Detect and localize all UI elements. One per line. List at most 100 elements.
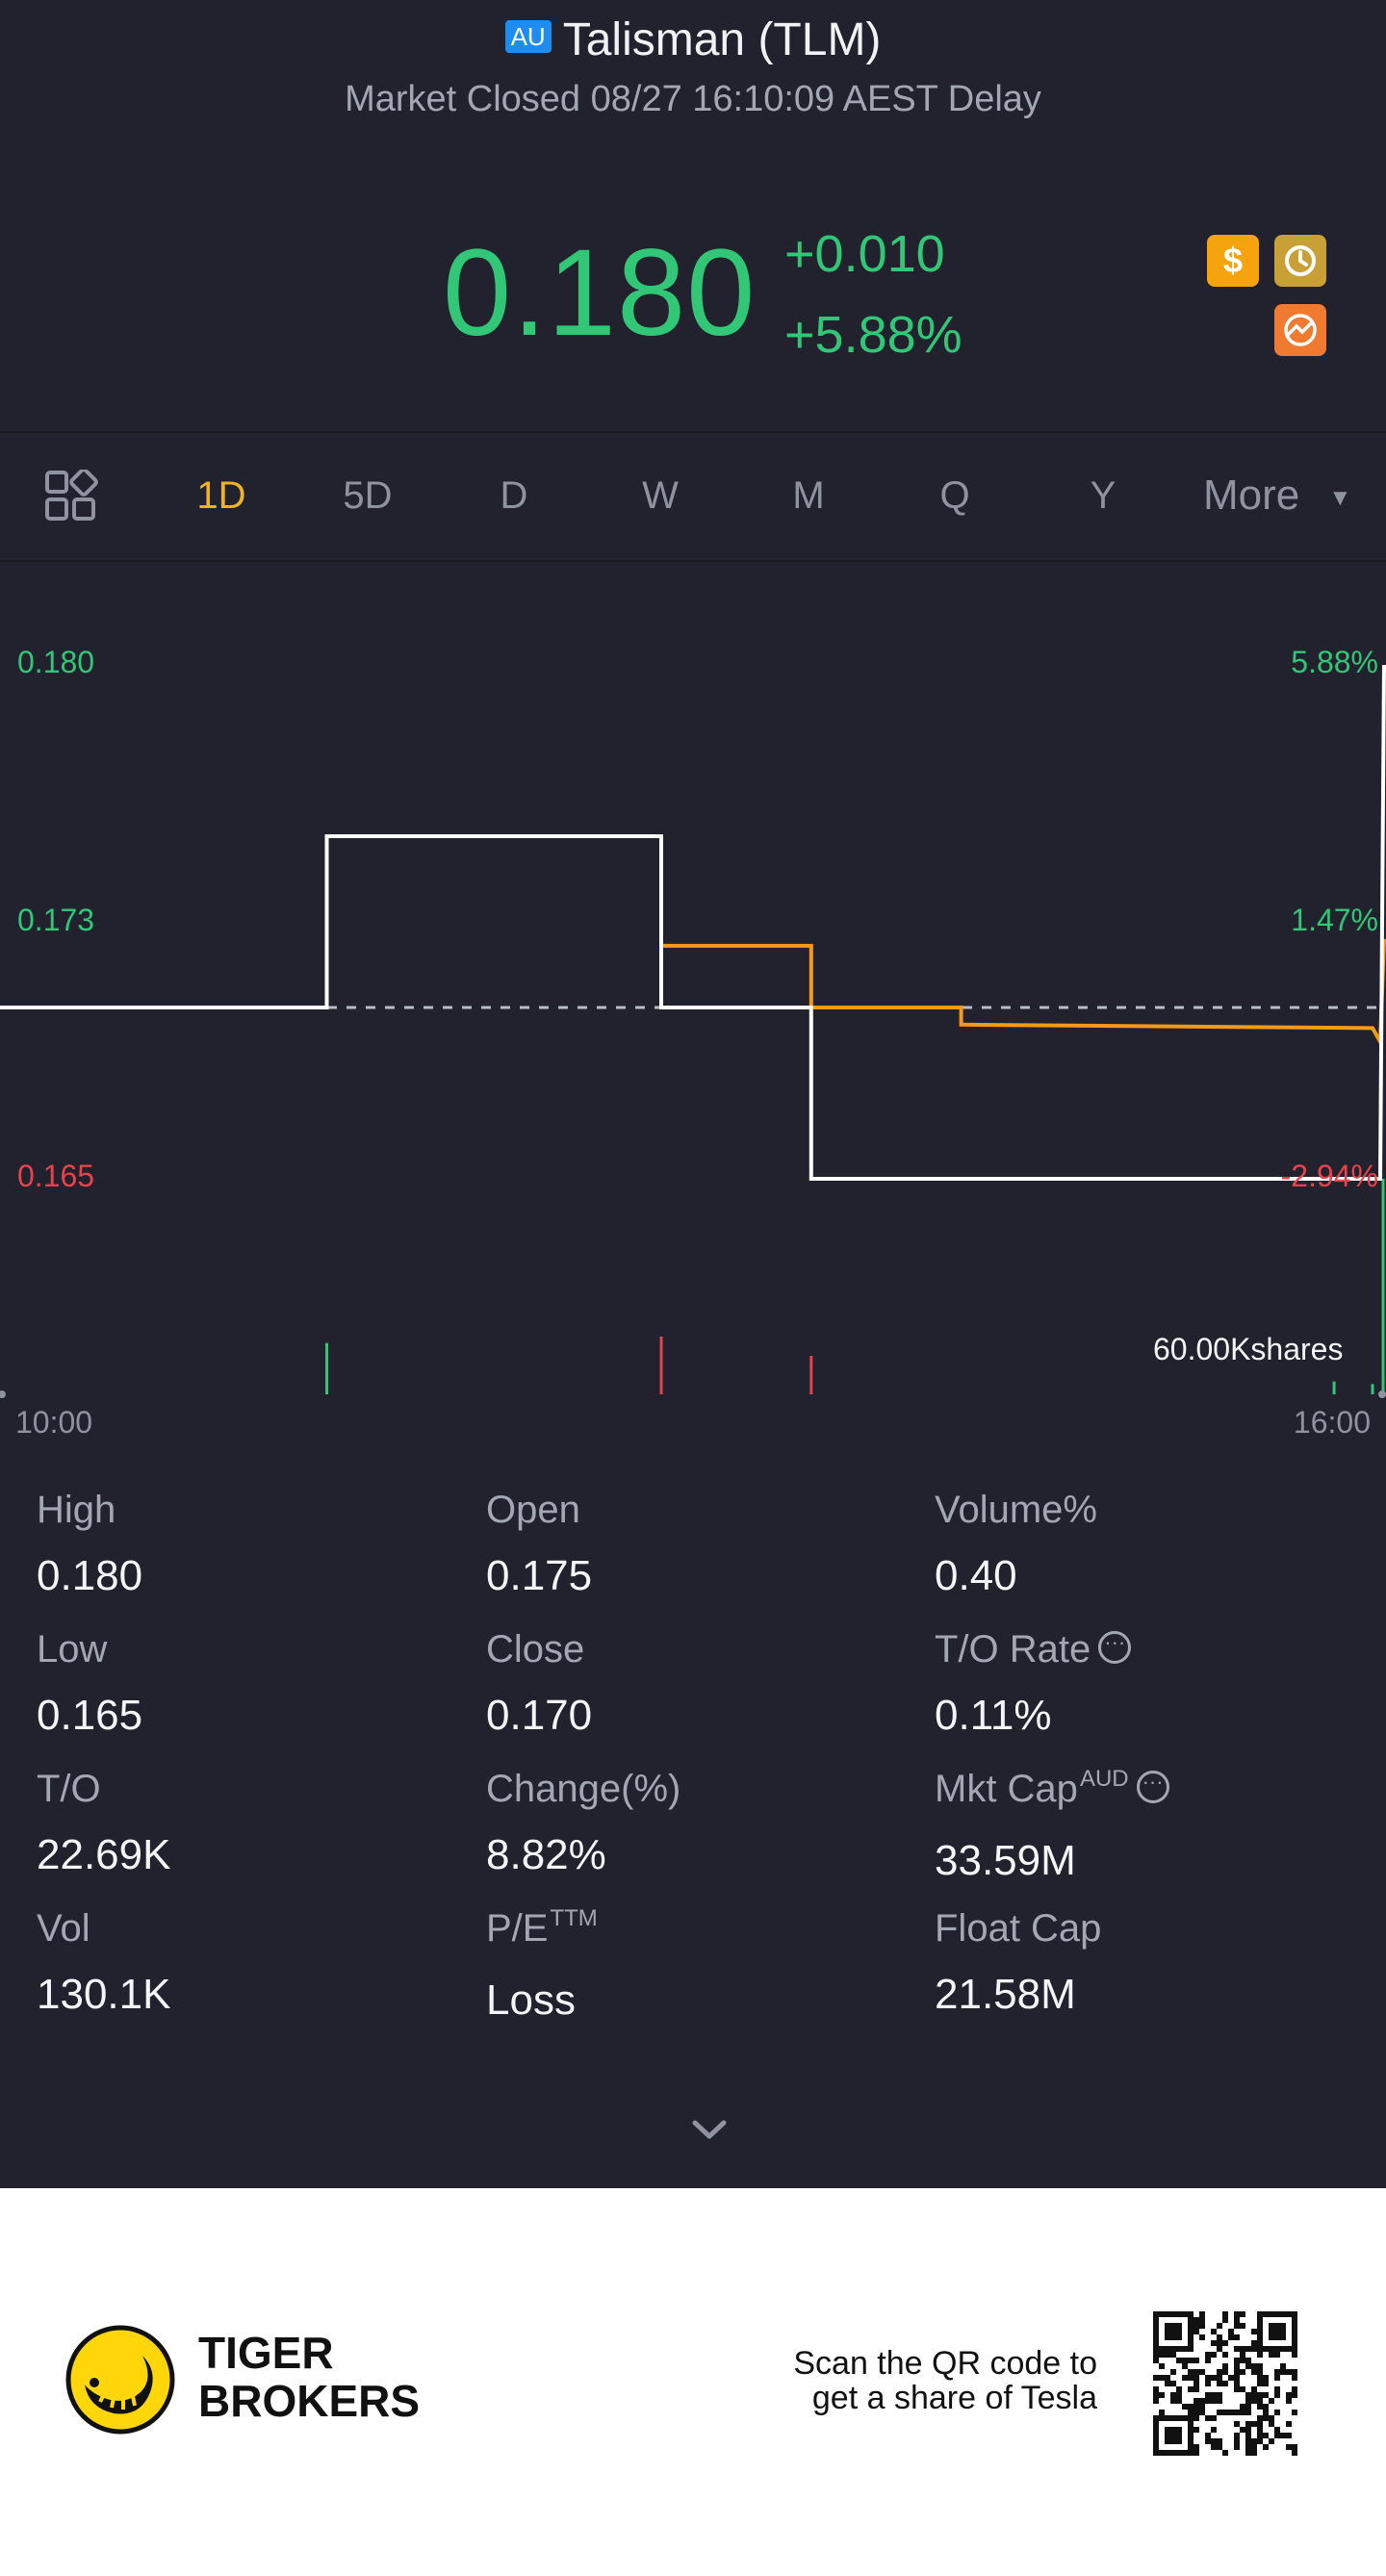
qr-module xyxy=(1234,2386,1240,2392)
qr-module xyxy=(1217,2410,1222,2415)
stat-label: Open xyxy=(486,1489,580,1531)
stat-value: 0.40 xyxy=(935,1552,1017,1599)
qr-module xyxy=(1188,2346,1194,2352)
qr-module xyxy=(1234,2438,1240,2444)
qr-module xyxy=(1153,2323,1159,2329)
qr-module xyxy=(1263,2444,1269,2450)
qr-module xyxy=(1194,2444,1199,2450)
more-info-icon[interactable]: ··· xyxy=(1136,1771,1169,1804)
qr-module xyxy=(1269,2421,1274,2427)
qr-module xyxy=(1182,2404,1188,2410)
qr-module xyxy=(1153,2334,1159,2340)
qr-module xyxy=(1274,2311,1280,2317)
qr-module xyxy=(1159,2346,1165,2352)
qr-module xyxy=(1274,2392,1280,2398)
grid-layout-icon[interactable] xyxy=(44,468,98,528)
qr-module xyxy=(1269,2311,1274,2317)
stat-label: Change(%) xyxy=(486,1768,681,1810)
stat-label: Volume% xyxy=(935,1489,1097,1531)
qr-module xyxy=(1234,2323,1240,2329)
qr-module xyxy=(1274,2386,1280,2392)
qr-module xyxy=(1280,2334,1286,2340)
qr-module xyxy=(1274,2410,1280,2415)
intraday-chart[interactable] xyxy=(0,562,1386,1409)
tab-w[interactable]: W xyxy=(642,474,679,517)
more-info-icon[interactable]: ··· xyxy=(1098,1631,1132,1665)
qr-module xyxy=(1153,2386,1159,2392)
qr-module xyxy=(1188,2329,1194,2334)
qr-module xyxy=(1257,2317,1263,2323)
chevron-down-icon[interactable] xyxy=(683,2109,735,2153)
tab-m[interactable]: M xyxy=(792,474,825,517)
qr-module xyxy=(1182,2450,1188,2456)
qr-module xyxy=(1153,2450,1159,2456)
stock-title: Talisman (TLM) xyxy=(562,14,882,65)
qr-module xyxy=(1251,2369,1257,2375)
qr-module xyxy=(1257,2323,1263,2329)
qr-module xyxy=(1222,2317,1228,2323)
qr-module xyxy=(1170,2450,1176,2456)
stat-value: 8.82% xyxy=(486,1831,606,1878)
qr-module xyxy=(1228,2329,1234,2334)
qr-module xyxy=(1194,2317,1199,2323)
qr-module xyxy=(1240,2352,1245,2358)
qr-module xyxy=(1292,2375,1297,2381)
promo-text: Scan the QR code to get a share of Tesla xyxy=(793,2345,1097,2416)
qr-module xyxy=(1165,2311,1170,2317)
qr-module xyxy=(1245,2398,1251,2404)
qr-module xyxy=(1222,2363,1228,2369)
qr-module xyxy=(1257,2375,1263,2381)
qr-module xyxy=(1165,2352,1170,2358)
qr-module xyxy=(1159,2352,1165,2358)
qr-module xyxy=(1153,2427,1159,2433)
qr-module xyxy=(1245,2450,1251,2456)
qr-module xyxy=(1222,2381,1228,2386)
qr-module xyxy=(1188,2427,1194,2433)
qr-module xyxy=(1211,2444,1217,2450)
tab-y[interactable]: Y xyxy=(1090,474,1116,517)
qr-module xyxy=(1176,2415,1182,2421)
qr-module xyxy=(1292,2352,1297,2358)
qr-module xyxy=(1194,2415,1199,2421)
chart-badge-icon[interactable] xyxy=(1274,304,1326,356)
tab-more[interactable]: More ▼ xyxy=(1203,462,1351,536)
qr-module xyxy=(1286,2444,1292,2450)
average-price-line xyxy=(0,834,1386,1049)
qr-module xyxy=(1165,2415,1170,2421)
qr-module xyxy=(1274,2329,1280,2334)
dollar-icon[interactable]: $ xyxy=(1207,235,1259,287)
market-badge: AU xyxy=(504,20,552,54)
qr-module xyxy=(1205,2433,1211,2438)
qr-module xyxy=(1176,2311,1182,2317)
qr-module xyxy=(1217,2323,1222,2329)
qr-module xyxy=(1199,2410,1205,2415)
qr-module xyxy=(1251,2421,1257,2427)
qr-module xyxy=(1205,2438,1211,2444)
stat-value: 22.69K xyxy=(37,1831,171,1878)
qr-module xyxy=(1240,2311,1245,2317)
qr-module xyxy=(1234,2311,1240,2317)
qr-module xyxy=(1170,2323,1176,2329)
stat-value: 130.1K xyxy=(37,1971,171,2018)
qr-module xyxy=(1176,2438,1182,2444)
qr-module xyxy=(1274,2323,1280,2329)
price-change-pct: +5.88% xyxy=(784,306,962,364)
stat-value: Loss xyxy=(486,1977,576,2024)
qr-module xyxy=(1211,2375,1217,2381)
qr-module xyxy=(1153,2358,1159,2363)
y-tick-right-high: 5.88% xyxy=(1291,645,1378,679)
qr-module xyxy=(1234,2421,1240,2427)
qr-module xyxy=(1211,2398,1217,2404)
stat-value: 0.175 xyxy=(486,1552,593,1599)
qr-module xyxy=(1205,2352,1211,2358)
qr-module xyxy=(1274,2352,1280,2358)
caret-down-icon: ▼ xyxy=(1328,485,1352,511)
tab-q[interactable]: Q xyxy=(939,474,970,517)
tab-d[interactable]: D xyxy=(500,474,528,517)
y-tick-right-low: -2.94% xyxy=(1280,1159,1378,1193)
qr-module xyxy=(1269,2415,1274,2421)
tab-5d[interactable]: 5D xyxy=(343,474,393,517)
history-clock-icon[interactable] xyxy=(1274,235,1326,287)
qr-module xyxy=(1240,2369,1245,2375)
tab-1d[interactable]: 1D xyxy=(196,474,246,517)
